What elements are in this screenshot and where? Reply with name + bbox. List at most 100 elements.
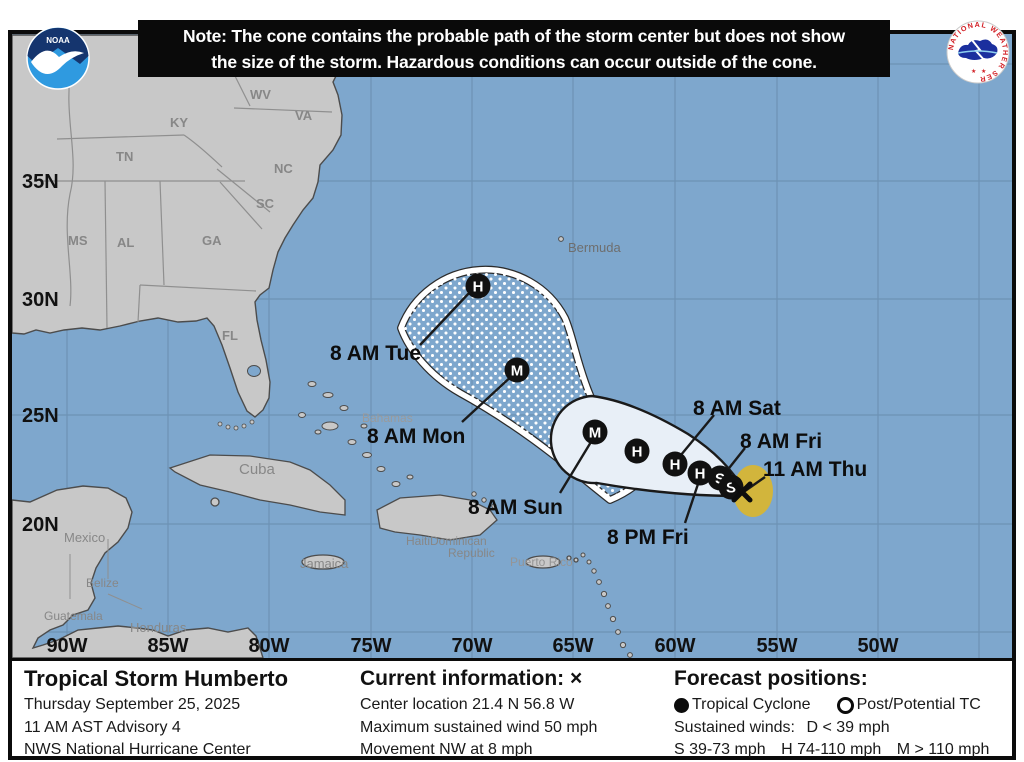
lon-label: 90W	[46, 635, 87, 657]
agency-name: NWS National Hurricane Center	[24, 741, 251, 758]
time-label: 8 AM Mon	[367, 425, 465, 448]
marker-letter: H	[670, 457, 681, 474]
lon-label: 70W	[451, 635, 492, 657]
state-label: FL	[222, 328, 238, 343]
noaa-logo: NOAA	[26, 26, 90, 90]
puerto-rico-label: Puerto Rico	[510, 555, 573, 569]
state-label: MS	[68, 233, 88, 248]
note-line-2: the size of the storm. Hazardous conditi…	[211, 52, 817, 72]
marker-letter: H	[695, 466, 706, 483]
haiti-label: Haiti	[406, 534, 430, 548]
country-borders	[69, 539, 143, 610]
cuba-label: Cuba	[239, 461, 276, 478]
forecast-positions-heading: Forecast positions:	[674, 667, 868, 690]
lon-label: 65W	[552, 635, 593, 657]
max-sustained-wind: Maximum sustained wind 50 mph	[360, 718, 598, 736]
depression-range: D < 39 mph	[806, 718, 890, 736]
current-info-heading-text: Current information:	[360, 667, 565, 690]
florida-keys	[217, 419, 255, 431]
lon-label: 85W	[147, 635, 188, 657]
state-label: TN	[116, 149, 133, 164]
nws-star: ★	[971, 68, 976, 75]
lesser-antilles	[580, 552, 633, 658]
nws-logo: NATIONAL WEATHER SERVICE ★ ★	[943, 13, 1010, 84]
noaa-logo-text: NOAA	[46, 36, 70, 45]
current-info-heading: Current information: ×	[360, 667, 597, 691]
place-labels: WV VA KY TN NC SC MS AL GA FL Bermuda Ba…	[44, 87, 622, 635]
lon-label: 75W	[350, 635, 391, 657]
sustained-winds-row: Sustained winds: D < 39 mph	[674, 717, 1000, 740]
jamaica-island	[301, 554, 345, 570]
time-label: 8 AM Tue	[330, 342, 421, 365]
puerto-rico-island	[525, 555, 561, 569]
time-labels: 8 AM Tue 8 AM Mon 8 AM Sun 8 AM Sat 8 PM…	[330, 342, 867, 549]
storm-range: S 39-73 mph	[674, 741, 766, 758]
time-label: 8 AM Sun	[468, 496, 563, 519]
current-position-marker	[731, 481, 753, 503]
us-landmass	[12, 34, 343, 431]
sustained-winds-label: Sustained winds:	[674, 718, 795, 736]
time-label: 8 PM Fri	[607, 526, 689, 549]
map-area: H M M H H H S S	[12, 34, 1012, 661]
marker-letter: S	[715, 471, 725, 488]
mexico-label: Mexico	[64, 530, 105, 545]
state-label: WV	[250, 87, 271, 102]
dominican-republic-label-2: Republic	[448, 546, 495, 560]
major-range: M > 110 mph	[896, 741, 990, 758]
storm-title: Tropical Storm Humberto	[24, 666, 289, 691]
center-location: Center location 21.4 N 56.8 W	[360, 696, 575, 713]
current-position-symbol: ×	[570, 667, 583, 690]
jamaica-label: Jamaica	[300, 556, 349, 571]
bahamas-label: Bahamas	[362, 411, 413, 425]
marker-letter: S	[726, 480, 736, 497]
movement: Movement NW at 8 mph	[360, 741, 533, 758]
lon-label: 80W	[248, 635, 289, 657]
state-borders	[40, 63, 333, 329]
note-banner: Note: The cone contains the probable pat…	[138, 20, 890, 77]
info-panel: Tropical Storm Humberto Thursday Septemb…	[12, 661, 1012, 758]
state-label: KY	[170, 115, 188, 130]
forecast-legend-block: Forecast positions: Tropical Cyclone Pos…	[674, 667, 1000, 762]
bahamas-islands	[298, 381, 497, 509]
storm-title-block: Tropical Storm Humberto Thursday Septemb…	[24, 667, 288, 762]
map-svg: H M M H H H S S	[12, 34, 1012, 658]
marker-letter: M	[589, 425, 602, 442]
marker-letter: H	[473, 279, 484, 296]
post-potential-tc-label: Post/Potential TC	[856, 696, 981, 713]
time-label: 8 AM Fri	[740, 430, 822, 453]
state-label: VA	[295, 108, 313, 123]
time-label: 8 AM Sat	[693, 397, 781, 420]
lat-label: 25N	[22, 405, 59, 427]
marker-letter: H	[632, 444, 643, 461]
forecast-position-markers: H M M H H H S S	[465, 273, 744, 500]
post-potential-tc-icon	[836, 696, 854, 714]
lake-okeechobee	[247, 365, 261, 377]
graticule-labels: 35N 30N 25N 20N 90W 85W 80W 75W 70W 65W …	[22, 171, 899, 657]
lon-label: 55W	[756, 635, 797, 657]
current-info-block: Current information: × Center location 2…	[360, 667, 597, 762]
note-line-1: Note: The cone contains the probable pat…	[183, 26, 845, 46]
dominican-republic-label-1: Dominican	[430, 534, 487, 548]
state-label: GA	[202, 233, 222, 248]
honduras-label: Honduras	[130, 620, 187, 635]
cuba	[168, 454, 346, 516]
wind-ranges-row: S 39-73 mph H 74-110 mph M > 110 mph	[674, 739, 1000, 762]
state-label: NC	[274, 161, 293, 176]
advisory-date: Thursday September 25, 2025	[24, 696, 241, 713]
lat-label: 35N	[22, 171, 59, 193]
guatemala-label: Guatemala	[44, 609, 103, 623]
marker-letter: M	[511, 363, 524, 380]
mexico-central-america	[12, 485, 264, 658]
belize-label: Belize	[86, 576, 119, 590]
bermuda-island	[558, 236, 564, 242]
state-label: SC	[256, 196, 275, 211]
caribbean-islands	[168, 454, 579, 570]
tropical-cyclone-label: Tropical Cyclone	[692, 696, 811, 713]
advisory-number: 11 AM AST Advisory 4	[24, 718, 181, 736]
map-frame: H M M H H H S S	[8, 30, 1016, 760]
hurricane-range: H 74-110 mph	[781, 741, 882, 758]
lon-label: 50W	[857, 635, 898, 657]
nws-star: ★	[981, 68, 986, 75]
bermuda-label: Bermuda	[568, 240, 622, 255]
